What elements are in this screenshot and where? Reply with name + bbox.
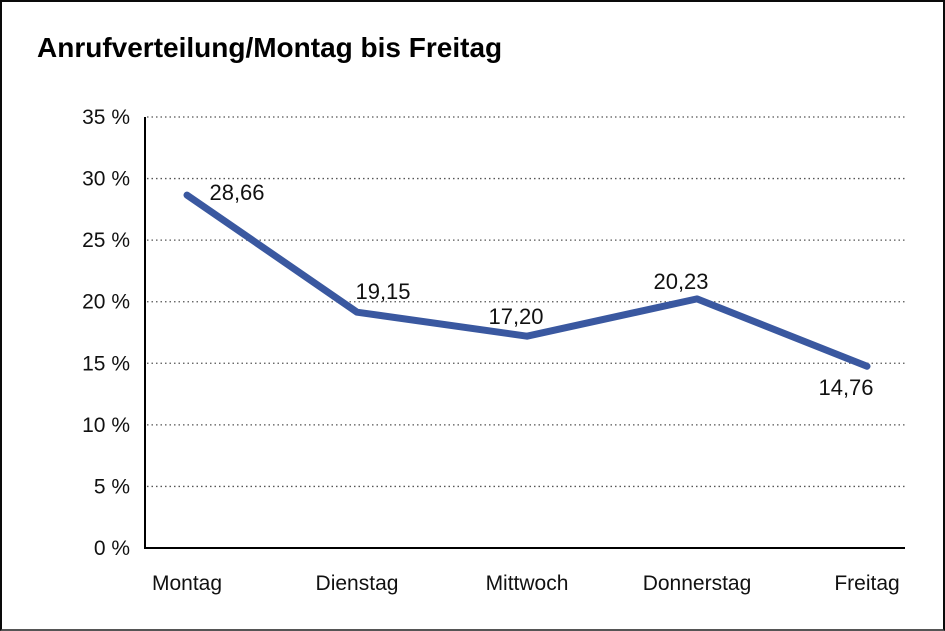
- y-tick-label: 5 %: [94, 475, 130, 498]
- data-point-label: 19,15: [355, 279, 410, 304]
- data-point-label: 28,66: [209, 180, 264, 205]
- x-category-label: Dienstag: [316, 572, 399, 595]
- y-tick-label: 20 %: [82, 291, 130, 314]
- data-point-label: 17,20: [488, 304, 543, 329]
- data-point-label: 20,23: [653, 269, 708, 294]
- y-tick-label: 25 %: [82, 229, 130, 252]
- x-category-label: Montag: [152, 572, 222, 595]
- series-line: [183, 191, 871, 370]
- y-tick-label: 35 %: [82, 106, 130, 129]
- x-category-label: Freitag: [834, 572, 899, 595]
- y-tick-label: 30 %: [82, 168, 130, 191]
- y-tick-label: 10 %: [82, 414, 130, 437]
- x-category-label: Donnerstag: [643, 572, 752, 595]
- y-tick-label: 15 %: [82, 352, 130, 375]
- y-tick-label: 0 %: [94, 537, 130, 560]
- x-category-label: Mittwoch: [486, 572, 569, 595]
- data-point-label: 14,76: [818, 375, 873, 400]
- chart-title: Anrufverteilung/Montag bis Freitag: [37, 32, 503, 63]
